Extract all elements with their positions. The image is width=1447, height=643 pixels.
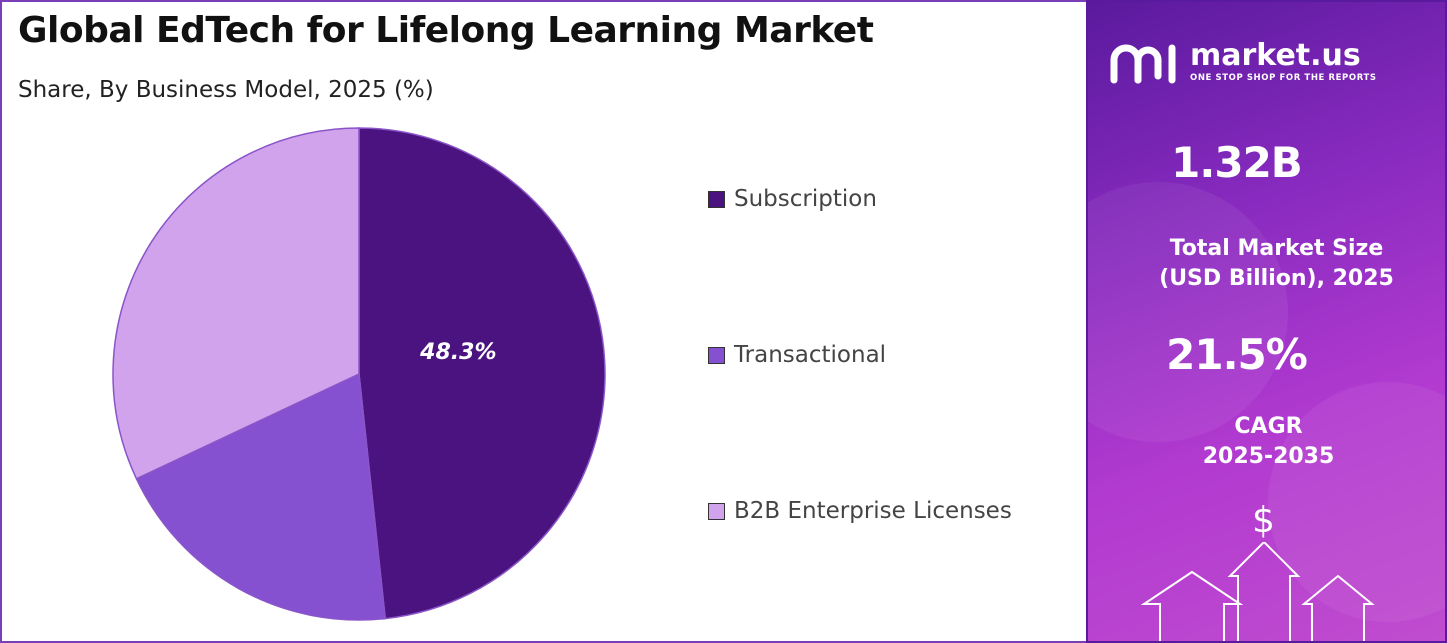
info-panel: market.us ONE STOP SHOP FOR THE REPORTS … [1086,0,1447,643]
legend-swatch [708,502,725,520]
brand-name: market.us [1190,38,1361,73]
legend-swatch [708,190,725,208]
legend-label: Transactional [734,342,887,368]
pie-slice-b2b-enterprise-licenses [112,127,360,480]
legend-item-subscription: Subscription [708,186,877,212]
legend-label: B2B Enterprise Licenses [734,498,1012,524]
market-size-label-line1: Total Market Size [1169,236,1384,261]
brand-logo: market.us ONE STOP SHOP FOR THE REPORTS [1110,40,1377,84]
dollar-icon: $ [1252,500,1275,541]
chart-panel: Global EdTech for Lifelong Learning Mark… [0,0,1086,643]
cagr-label-line1: CAGR [1234,414,1303,439]
chart-title: Global EdTech for Lifelong Learning Mark… [18,10,874,51]
pie-data-label-subscription: 48.3% [419,340,496,365]
market-size-label-line2: (USD Billion), 2025 [1159,266,1394,291]
cagr-label-line2: 2025-2035 [1202,444,1335,469]
brand-tagline: ONE STOP SHOP FOR THE REPORTS [1190,73,1377,83]
legend-label: Subscription [734,186,877,212]
growth-arrows-icon [1140,542,1375,641]
market-size-value: 1.32B [1171,138,1303,187]
market-us-logo-icon [1110,44,1176,84]
pie-slice-subscription [358,127,606,620]
pie-slice-transactional [135,372,387,621]
legend-item-transactional: Transactional [708,342,886,368]
pie-chart: 48.3% [112,127,606,621]
legend-item-b2b-enterprise-licenses: B2B Enterprise Licenses [708,498,1012,524]
background-decoration [1088,182,1288,442]
chart-subtitle: Share, By Business Model, 2025 (%) [18,77,434,103]
cagr-value: 21.5% [1166,330,1308,379]
legend-swatch [708,346,725,364]
